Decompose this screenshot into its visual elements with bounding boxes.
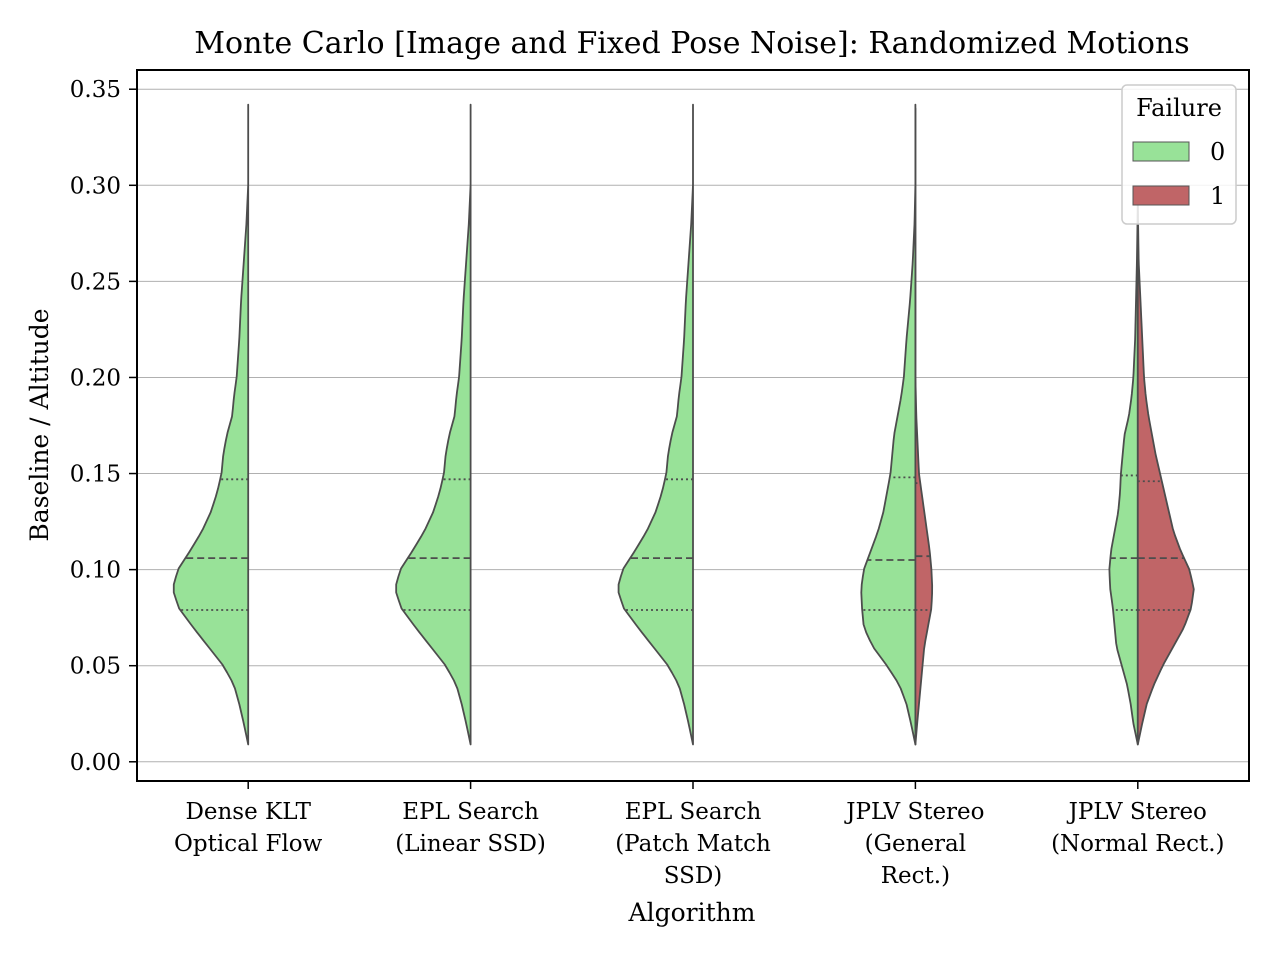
chart-title: Monte Carlo [Image and Fixed Pose Noise]… — [194, 26, 1189, 61]
x-tick-label-line: Dense KLT — [185, 799, 311, 825]
y-tick-label: 0.05 — [70, 654, 121, 680]
x-tick-label-line: JPLV Stereo — [844, 799, 984, 825]
y-tick-label: 0.30 — [70, 173, 121, 199]
x-tick-label-line: Rect.) — [881, 863, 950, 889]
x-tick-label: EPL Search (Linear SSD) — [395, 799, 546, 857]
y-axis-label: Baseline / Altitude — [25, 308, 54, 541]
x-tick-label-line: JPLV Stereo — [1067, 799, 1207, 825]
y-axis-ticks: 0.00 0.05 0.10 0.15 0.20 0.25 0.30 0.35 — [70, 77, 137, 776]
legend: Failure 0 1 — [1121, 84, 1237, 225]
y-tick-label: 0.20 — [70, 365, 121, 391]
y-tick-label: 0.25 — [70, 269, 121, 295]
legend-swatch-0 — [1132, 141, 1190, 162]
x-tick-label-line: (General — [865, 831, 966, 857]
x-tick-label: JPLV Stereo (General Rect.) — [844, 799, 984, 889]
x-tick-label-line: (Patch Match — [615, 831, 771, 857]
x-axis-label: Algorithm — [628, 898, 756, 927]
violin-half-failure-0 — [172, 103, 250, 746]
x-tick-label-line: (Normal Rect.) — [1051, 831, 1224, 857]
legend-swatch-1 — [1132, 185, 1190, 206]
plot-frame — [136, 69, 1250, 782]
violin-plots — [172, 103, 1195, 746]
y-tick-label: 0.35 — [70, 77, 121, 103]
x-tick-label-line: EPL Search — [625, 799, 762, 825]
y-tick-label: 0.15 — [70, 462, 121, 488]
y-tick-label: 0.00 — [70, 750, 121, 776]
x-tick-label-line: EPL Search — [402, 799, 539, 825]
legend-label-0: 0 — [1210, 138, 1225, 166]
x-tick-label-line: SSD) — [664, 863, 723, 889]
violin-half-failure-0 — [395, 103, 472, 746]
x-tick-label-line: (Linear SSD) — [395, 831, 546, 857]
legend-title: Failure — [1136, 94, 1222, 122]
x-tick-label: JPLV Stereo (Normal Rect.) — [1051, 799, 1224, 857]
legend-label-1: 1 — [1210, 182, 1225, 210]
x-tick-label: EPL Search (Patch Match SSD) — [615, 799, 771, 889]
y-tick-label: 0.10 — [70, 558, 121, 584]
violin-half-failure-1 — [914, 107, 934, 746]
x-tick-label: Dense KLT Optical Flow — [174, 799, 323, 857]
x-axis-ticks: Dense KLT Optical Flow EPL Search (Linear S… — [174, 781, 1225, 889]
violin-half-failure-0 — [617, 103, 694, 746]
x-tick-label-line: Optical Flow — [174, 831, 323, 857]
